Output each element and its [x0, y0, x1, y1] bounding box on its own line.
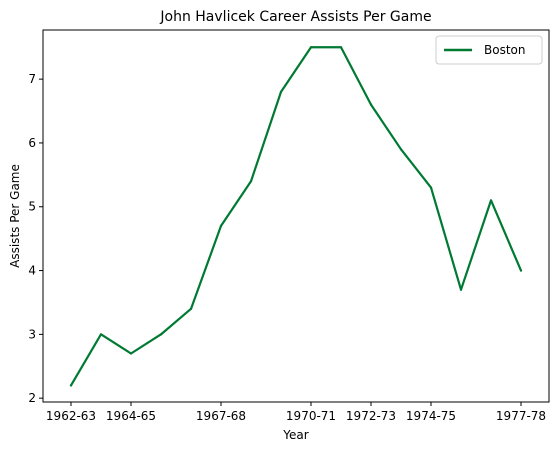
- x-tick-label: 1974-75: [406, 409, 456, 423]
- x-tick-label: 1962-63: [46, 409, 96, 423]
- x-tick-label: 1972-73: [346, 409, 396, 423]
- y-axis-label: Assists Per Game: [8, 164, 22, 268]
- x-tick-label: 1967-68: [196, 409, 246, 423]
- x-tick-label: 1970-71: [286, 409, 336, 423]
- x-tick-label: 1977-78: [496, 409, 546, 423]
- data-point: [99, 333, 103, 336]
- data-point: [339, 46, 343, 49]
- y-tick-label: 4: [28, 264, 36, 278]
- series-line-boston: [69, 46, 523, 387]
- plot-area: [42, 29, 550, 403]
- data-point: [219, 224, 223, 227]
- data-point: [69, 384, 73, 387]
- data-point: [309, 46, 313, 49]
- data-point: [279, 90, 283, 93]
- data-point: [369, 103, 373, 106]
- data-point: [189, 307, 193, 310]
- y-tick-label: 7: [28, 72, 36, 86]
- data-point: [249, 180, 253, 183]
- legend-label-boston: Boston: [484, 43, 525, 57]
- y-axis: 2 3 4 5 6 7: [28, 72, 43, 405]
- y-tick-label: 3: [28, 327, 36, 341]
- y-tick-label: 2: [28, 391, 36, 405]
- data-point: [399, 148, 403, 151]
- legend: Boston: [435, 35, 543, 65]
- data-point: [129, 352, 133, 355]
- y-tick-label: 6: [28, 136, 36, 150]
- data-point: [489, 199, 493, 202]
- data-point: [459, 288, 463, 291]
- series-layer: [69, 46, 523, 387]
- x-axis-label: Year: [282, 428, 308, 442]
- y-tick-label: 5: [28, 200, 36, 214]
- data-point: [159, 333, 163, 336]
- x-tick-label: 1964-65: [106, 409, 156, 423]
- chart-title: John Havlicek Career Assists Per Game: [159, 9, 431, 25]
- data-point: [519, 269, 523, 272]
- data-point: [429, 186, 433, 189]
- legend-box: [435, 35, 543, 65]
- x-axis: 1962-63 1964-65 1967-68 1970-71 1972-73 1974-…: [46, 402, 546, 423]
